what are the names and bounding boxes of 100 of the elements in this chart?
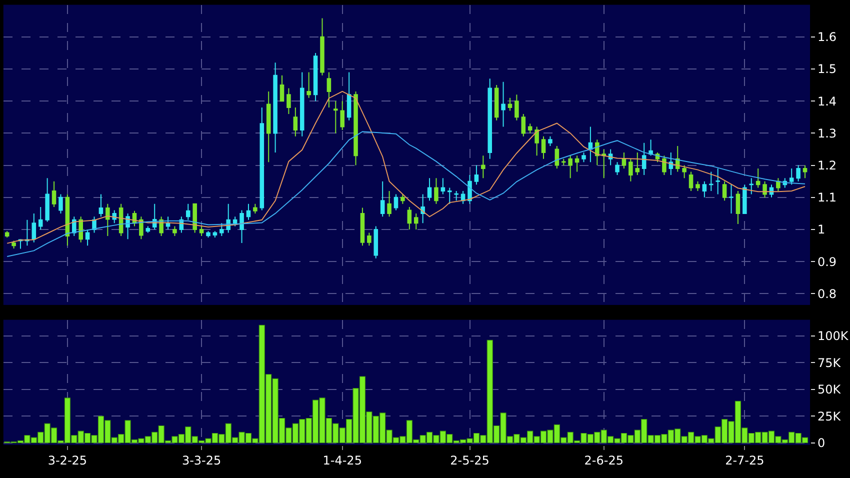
candlestick xyxy=(440,178,446,195)
y-tick-label: 100K xyxy=(817,329,850,344)
candlestick xyxy=(374,226,378,259)
candlestick xyxy=(273,62,278,153)
candlestick xyxy=(280,74,284,102)
candlestick xyxy=(541,136,546,160)
candlestick xyxy=(367,232,372,246)
y-tick-label: 75K xyxy=(817,356,842,370)
candlestick xyxy=(448,187,452,204)
candlestick xyxy=(206,230,210,238)
x-tick-label: 2-7-25 xyxy=(725,453,764,468)
candlestick xyxy=(468,174,472,204)
y-tick-label: 1.1 xyxy=(817,190,837,205)
candlestick xyxy=(192,203,197,234)
candlestick xyxy=(742,184,747,214)
candlestick xyxy=(400,194,405,204)
y-tick-label: 1.5 xyxy=(817,62,837,76)
candlestick xyxy=(662,155,666,176)
candlestick xyxy=(32,212,36,243)
y-tick-label: 1.3 xyxy=(817,126,837,140)
candlestick xyxy=(326,72,332,108)
candlestick xyxy=(568,155,572,179)
candlestick xyxy=(58,194,63,214)
candlestick xyxy=(588,126,593,163)
candlestick xyxy=(508,97,512,112)
candlestick xyxy=(340,100,344,130)
candlestick xyxy=(716,168,720,195)
candlestick xyxy=(212,230,218,238)
candlestick xyxy=(802,164,808,179)
candlestick xyxy=(232,216,238,227)
candlestick xyxy=(582,152,586,163)
candlestick xyxy=(668,152,674,176)
candlestick xyxy=(709,171,714,192)
candlestick xyxy=(488,78,492,160)
x-tick-label: 3-3-25 xyxy=(182,453,222,468)
y-tick-label: 25K xyxy=(817,409,842,424)
candlestick xyxy=(106,203,110,236)
candlestick xyxy=(762,180,767,198)
candlestick xyxy=(98,194,104,218)
candlestick xyxy=(12,240,16,249)
candlestick xyxy=(300,72,304,137)
candlestick xyxy=(548,136,552,147)
candlestick xyxy=(756,168,760,188)
candlestick xyxy=(199,226,204,236)
candlestick xyxy=(260,107,264,211)
candlestick xyxy=(776,178,780,192)
y-tick-label: 1.6 xyxy=(817,30,837,44)
candlestick xyxy=(481,155,486,179)
candlestick xyxy=(414,212,418,230)
candlestick xyxy=(474,164,479,186)
candlestick xyxy=(642,142,646,176)
candlestick xyxy=(286,88,291,114)
candlestick xyxy=(615,162,620,176)
y-tick-label: 0.8 xyxy=(817,286,837,301)
candlestick xyxy=(313,52,318,102)
candlestick xyxy=(749,178,754,195)
candlestick xyxy=(52,180,56,208)
candlestick xyxy=(407,206,412,230)
y-tick-label: 1 xyxy=(817,222,826,237)
candlestick xyxy=(561,158,566,166)
candlestick xyxy=(38,206,43,230)
candlestick xyxy=(380,180,385,218)
x-tick-label: 2-5-25 xyxy=(450,453,490,468)
candlestick xyxy=(622,152,626,170)
candlestick xyxy=(186,203,190,220)
line-series xyxy=(6,90,806,244)
candlestick xyxy=(521,113,526,137)
candlestick xyxy=(65,194,70,246)
candlestick xyxy=(346,72,352,121)
candlestick xyxy=(514,94,519,121)
candlestick xyxy=(434,178,438,204)
line-series xyxy=(6,131,806,257)
candlestick xyxy=(688,171,694,192)
candlestick xyxy=(648,139,653,156)
candlestick xyxy=(387,190,392,218)
candlestick xyxy=(420,194,425,224)
candlestick xyxy=(736,190,740,225)
candlestick xyxy=(528,123,532,134)
candlestick xyxy=(360,207,365,246)
candlestick xyxy=(628,158,633,182)
candlestick xyxy=(427,178,432,202)
y-tick-label: 0.9 xyxy=(817,254,837,269)
candlestick xyxy=(266,90,271,163)
y-tick-label: 50K xyxy=(817,382,842,397)
candlestick xyxy=(534,126,539,156)
candlestick xyxy=(554,146,560,170)
y-tick-label: 1.2 xyxy=(817,158,837,173)
candlestick xyxy=(45,178,50,222)
candlestick xyxy=(320,18,324,76)
candlestick xyxy=(501,81,506,128)
candlestick xyxy=(696,180,700,192)
candlestick xyxy=(166,216,170,230)
candlestick xyxy=(702,180,707,198)
candlestick xyxy=(246,203,251,220)
candlestick xyxy=(796,164,800,182)
candlestick xyxy=(306,72,311,98)
candlestick xyxy=(293,107,298,137)
candlestick xyxy=(574,155,580,172)
x-tick-label: 2-6-25 xyxy=(584,453,624,468)
candlestick xyxy=(394,194,398,211)
